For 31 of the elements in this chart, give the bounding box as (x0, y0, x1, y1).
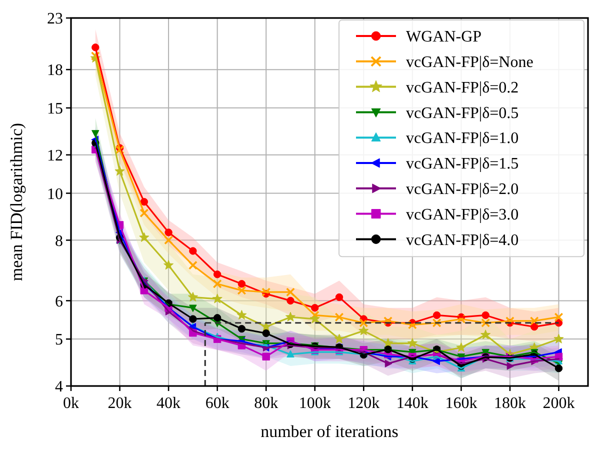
legend-label: vcGAN-FP|δ=2.0 (406, 181, 519, 198)
y-tick-label: 6 (55, 293, 63, 310)
legend-label: vcGAN-FP|δ=1.0 (406, 130, 519, 148)
x-tick-label: 180k (494, 395, 526, 412)
x-tick-label: 60k (205, 395, 230, 412)
legend-label: vcGAN-FP|δ=3.0 (406, 206, 519, 224)
y-tick-label: 5 (55, 332, 63, 349)
x-tick-label: 80k (254, 395, 278, 412)
y-tick-label: 18 (47, 62, 63, 80)
x-tick-label: 20k (108, 395, 132, 412)
legend-label: vcGAN-FP|δ=0.2 (406, 79, 519, 96)
x-tick-label: 100k (298, 395, 331, 412)
y-tick-label: 12 (47, 147, 63, 164)
y-tick-label: 8 (55, 232, 63, 250)
legend-label: vcGAN-FP|δ=4.0 (406, 232, 519, 249)
x-tick-label: 120k (348, 395, 380, 412)
x-tick-label: 140k (396, 395, 428, 412)
x-axis-title: number of iterations (260, 422, 398, 441)
y-tick-label: 10 (47, 186, 63, 203)
legend-label: vcGAN-FP|δ=1.5 (406, 156, 519, 173)
y-tick-label: 15 (47, 100, 63, 118)
legend-label: vcGAN-FP|δ=None (406, 54, 534, 71)
legend-label: vcGAN-FP|δ=0.5 (406, 104, 519, 122)
y-axis-title: mean FID(logarithmic) (7, 122, 26, 282)
legend-label: WGAN-GP (406, 28, 482, 46)
x-tick-label: 160k (445, 395, 478, 412)
y-tick-label: 23 (47, 10, 63, 28)
x-tick-label: 0k (63, 395, 79, 412)
x-tick-label: 200k (542, 395, 575, 412)
x-tick-label: 40k (156, 395, 181, 412)
y-tick-label: 4 (55, 378, 63, 396)
